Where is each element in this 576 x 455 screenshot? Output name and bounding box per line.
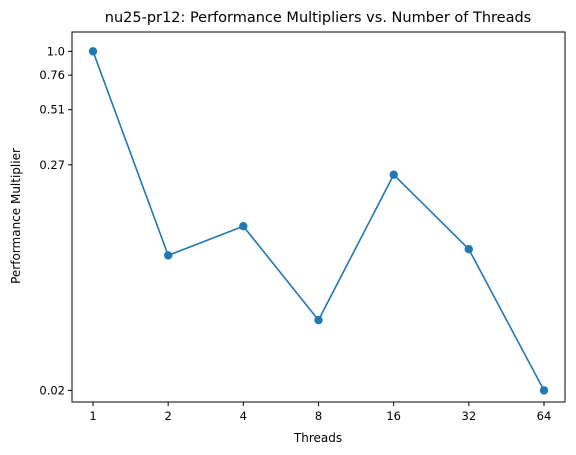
series-layer bbox=[88, 47, 549, 395]
data-point bbox=[389, 170, 398, 179]
x-tick-label: 32 bbox=[462, 409, 477, 423]
y-tick-label: 1.0 bbox=[47, 44, 65, 58]
x-axis-label: Threads bbox=[293, 431, 342, 445]
y-tick-label: 0.27 bbox=[39, 158, 65, 172]
ticks-layer: 1 2 4 8 16 32 64 1.0 0.76 0.51 0.27 0.02 bbox=[39, 44, 551, 423]
data-point bbox=[314, 315, 323, 325]
data-point bbox=[88, 47, 98, 56]
x-tick-label: 8 bbox=[315, 409, 322, 423]
x-tick-label: 64 bbox=[537, 409, 552, 423]
x-tick-label: 1 bbox=[89, 409, 96, 423]
data-point bbox=[239, 222, 248, 231]
x-tick-label: 4 bbox=[240, 409, 247, 423]
y-tick-label: 0.02 bbox=[39, 383, 65, 397]
x-tick-label: 2 bbox=[165, 409, 172, 423]
y-tick-label: 0.51 bbox=[39, 103, 65, 117]
chart-title: nu25-pr12: Performance Multipliers vs. N… bbox=[105, 10, 531, 26]
y-tick-label: 0.76 bbox=[39, 68, 65, 82]
data-point bbox=[464, 245, 473, 254]
data-point bbox=[539, 386, 549, 395]
x-tick-label: 16 bbox=[386, 409, 401, 423]
plot-area-frame bbox=[71, 31, 566, 403]
data-point bbox=[164, 251, 173, 260]
y-axis-label: Performance Multiplier bbox=[9, 148, 23, 284]
